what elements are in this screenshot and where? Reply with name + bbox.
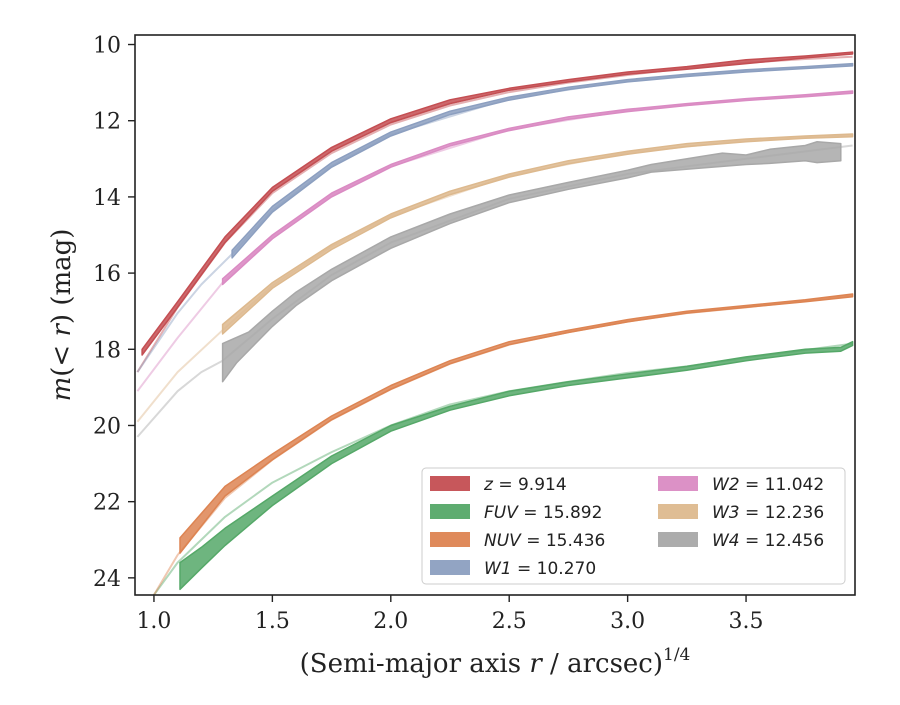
legend-label-w1: W1 = 10.270 — [484, 559, 596, 579]
legend-label-w4: W4 = 12.456 — [712, 531, 824, 551]
legend-swatch-nuv — [430, 532, 470, 547]
y-tick-label: 10 — [93, 34, 121, 59]
legend-label-nuv: NUV = 15.436 — [484, 531, 605, 551]
legend-swatch-w3 — [658, 504, 698, 519]
y-axis: 10 12 14 16 18 20 22 24 — [93, 34, 135, 592]
plot-area — [136, 51, 854, 595]
legend-swatch-w4 — [658, 532, 698, 547]
legend-swatch-w1 — [430, 560, 470, 575]
x-axis: 1.0 1.5 2.0 2.5 3.0 3.5 — [136, 595, 764, 634]
series-fuv — [153, 340, 854, 595]
series-w4-band — [221, 140, 842, 383]
y-tick-label: 14 — [93, 186, 121, 211]
x-axis-label: (Semi-major axis r / arcsec)1/4 — [300, 645, 691, 679]
series-w2 — [136, 90, 854, 392]
y-tick-label: 16 — [93, 262, 121, 287]
legend: z = 9.914 FUV = 15.892 NUV = 15.436 W1 = 10… — [421, 467, 846, 585]
series-fuv-band — [179, 340, 854, 591]
x-tick-label: 1.0 — [136, 609, 171, 634]
x-tick-label: 1.5 — [255, 609, 290, 634]
x-tick-label: 2.0 — [373, 609, 408, 634]
y-tick-label: 22 — [93, 491, 121, 516]
series-w1-band — [231, 62, 854, 259]
series-z — [136, 51, 854, 373]
series-w1 — [136, 62, 854, 373]
legend-frame — [421, 467, 846, 585]
series-w3-band — [221, 133, 854, 335]
legend-swatch-w2 — [658, 476, 698, 491]
legend-label-fuv: FUV = 15.892 — [484, 503, 602, 523]
legend-swatch-fuv — [430, 504, 470, 519]
series-w4 — [136, 140, 853, 438]
x-tick-label: 2.5 — [492, 609, 527, 634]
plot-frame — [134, 34, 856, 596]
x-tick-label: 3.0 — [610, 609, 645, 634]
series-nuv — [153, 293, 854, 595]
y-tick-label: 24 — [93, 567, 121, 592]
x-tick-label: 3.5 — [729, 609, 764, 634]
series-nuv-band — [179, 293, 854, 554]
legend-label-z: z = 9.914 — [483, 475, 567, 495]
legend-label-w3: W3 = 12.236 — [712, 503, 824, 523]
y-tick-label: 12 — [93, 110, 121, 135]
legend-label-w2: W2 = 11.042 — [712, 475, 824, 495]
legend-swatch-z — [430, 476, 470, 491]
y-tick-label: 18 — [93, 338, 121, 363]
y-tick-label: 20 — [93, 414, 121, 439]
series-w2-band — [221, 90, 854, 286]
series-w3 — [136, 133, 854, 423]
series-z-band — [141, 51, 854, 356]
y-axis-label: m(< r) (mag) — [47, 229, 77, 402]
